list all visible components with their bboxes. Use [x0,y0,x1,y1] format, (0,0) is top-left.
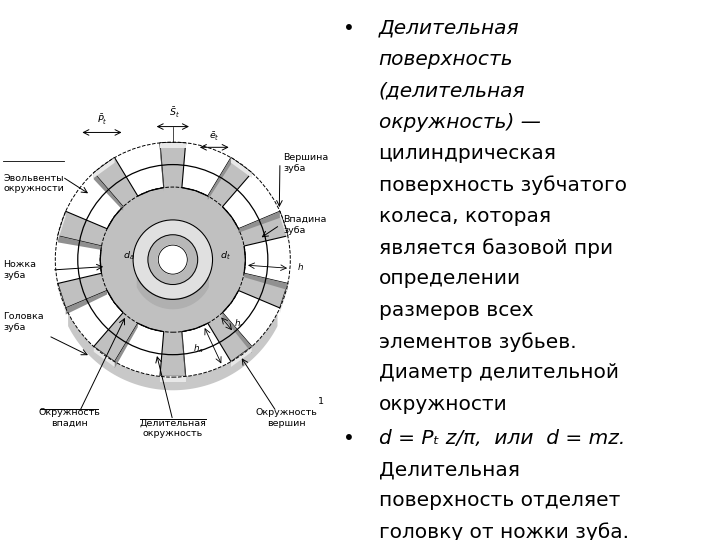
Polygon shape [238,211,280,233]
Text: $d_t$: $d_t$ [220,250,230,262]
Polygon shape [66,291,107,314]
Polygon shape [58,211,66,241]
Text: поверхность отделяет: поверхность отделяет [379,491,620,510]
Polygon shape [58,236,102,250]
Text: окружности: окружности [379,395,508,414]
Text: $h$: $h$ [297,261,304,272]
Text: $d_a$: $d_a$ [123,250,135,262]
Text: поверхность: поверхность [379,50,513,69]
Text: элементов зубьев.: элементов зубьев. [379,332,576,352]
Text: $h_a$: $h_a$ [194,343,204,355]
Polygon shape [68,313,277,390]
Circle shape [158,245,187,274]
Polygon shape [58,143,288,376]
Text: Диаметр делительной: Диаметр делительной [379,363,618,382]
Text: $\bar{e}_t$: $\bar{e}_t$ [209,131,220,143]
Polygon shape [231,347,252,367]
Polygon shape [231,158,252,178]
Text: (делительная: (делительная [379,82,525,100]
Polygon shape [208,158,231,200]
Circle shape [148,235,198,285]
Polygon shape [94,173,123,211]
Circle shape [100,187,246,332]
Polygon shape [94,158,114,178]
Text: Эвольвенты
окружности: Эвольвенты окружности [4,174,64,193]
Text: размеров всех: размеров всех [379,301,534,320]
Text: Делительная: Делительная [379,460,520,479]
Text: $\bar{S}_t$: $\bar{S}_t$ [169,106,180,120]
Text: Окружность
впадин: Окружность впадин [38,408,100,428]
Polygon shape [114,323,138,368]
Text: Вершина
зуба: Вершина зуба [284,153,328,173]
Text: определении: определении [379,269,521,288]
Polygon shape [222,313,252,353]
Text: Впадина
зуба: Впадина зуба [284,215,327,235]
Text: Головка
зуба: Головка зуба [4,312,44,332]
Text: •: • [343,19,355,38]
Circle shape [133,220,212,299]
Text: Ножка
зуба: Ножка зуба [4,260,37,280]
Text: $\bar{P}_t$: $\bar{P}_t$ [96,113,107,127]
Polygon shape [160,376,186,382]
Polygon shape [160,143,186,148]
Text: $h_r$: $h_r$ [233,318,244,330]
Polygon shape [280,211,288,241]
Text: 1: 1 [318,397,324,406]
Text: Окружность
вершин: Окружность вершин [256,408,318,428]
Polygon shape [58,284,66,313]
Text: •: • [343,429,355,448]
Text: Делительная: Делительная [379,19,519,38]
Text: поверхность зубчатого: поверхность зубчатого [379,176,626,195]
Circle shape [100,187,246,332]
Text: d = Pₜ z/π,  или  d = mz.: d = Pₜ z/π, или d = mz. [379,429,625,448]
Text: цилиндрическая: цилиндрическая [379,144,557,163]
Polygon shape [280,284,288,313]
Polygon shape [182,332,186,383]
Text: окружность) —: окружность) — [379,113,541,132]
Text: головку от ножки зуба.: головку от ножки зуба. [379,523,629,540]
Polygon shape [138,278,208,308]
Polygon shape [94,347,114,367]
Text: Делительная
окружность: Делительная окружность [140,418,206,438]
Polygon shape [160,143,163,192]
Polygon shape [244,273,288,290]
Text: является базовой при: является базовой при [379,238,613,258]
Text: колеса, которая: колеса, которая [379,207,551,226]
